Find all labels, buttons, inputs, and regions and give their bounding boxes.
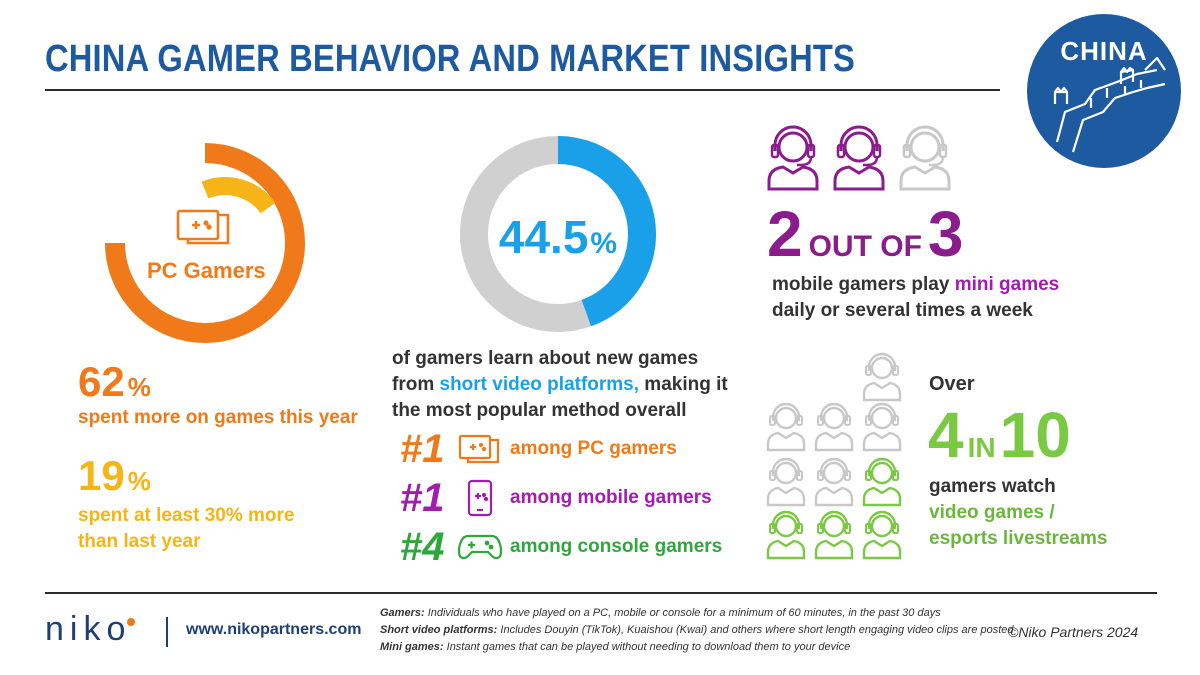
stat-62-unit: % (127, 372, 151, 402)
footnote-short-video: Short video platforms: Includes Douyin (… (380, 622, 1014, 639)
ranking-console-rank: #4 (400, 524, 445, 569)
headset-user-icon (862, 402, 902, 452)
headset-user-icon (766, 457, 806, 507)
ranking-mobile: #1 among mobile gamers (400, 476, 712, 520)
pc-ring-arc-yellow (201, 177, 276, 214)
mini-games-text: mobile gamers play mini games daily or s… (772, 272, 1059, 324)
mini-games-mid: OUT OF (808, 230, 922, 263)
stat-19: 19% (78, 452, 151, 500)
short-video-description: of gamers learn about new games from sho… (392, 346, 728, 424)
short-video-donut (460, 136, 656, 332)
ranking-console-text: among console gamers (510, 536, 723, 557)
pc-icon (458, 432, 502, 466)
ranking-mobile-rank: #1 (400, 475, 445, 520)
footnote-term: Short video platforms: (380, 624, 498, 636)
gamepad-icon (458, 532, 502, 562)
stat-62: 62% (78, 358, 151, 406)
mini-games-line1-highlight: mini games (954, 274, 1060, 295)
short-video-unit: % (590, 227, 618, 260)
footnotes: Gamers: Individuals who have played on a… (380, 605, 1014, 656)
stat-62-value: 62 (78, 358, 125, 405)
title-divider (45, 89, 1000, 91)
headset-user-icon (862, 352, 902, 402)
livestream-text: gamers watch video games / esports lives… (929, 474, 1108, 552)
footnote-term: Mini games: (380, 641, 444, 653)
website-link[interactable]: www.nikopartners.com (186, 621, 362, 638)
livestream-over: Over (929, 373, 975, 395)
desc-line2: from short video platforms, making it (392, 372, 728, 398)
footnote-def: Instant games that can be played without… (443, 641, 851, 653)
ranking-pc-text: among PC gamers (510, 438, 677, 459)
stat-19-text: spent at least 30% more than last year (78, 503, 294, 555)
livestream-line1: gamers watch (929, 476, 1056, 497)
desc-line2-highlight: short video platforms, (439, 374, 640, 395)
footer-divider (45, 592, 1157, 594)
footnote-def: Individuals who have played on a PC, mob… (424, 607, 941, 619)
livestream-mid: IN (967, 432, 996, 463)
ranking-mobile-text: among mobile gamers (510, 487, 712, 508)
desc-line3: the most popular method overall (392, 400, 687, 421)
livestream-line2: video games / (929, 502, 1055, 523)
headset-user-icon (862, 510, 902, 560)
pc-icon (176, 209, 230, 245)
footnote-gamers: Gamers: Individuals who have played on a… (380, 605, 1014, 622)
footer-separator (166, 617, 168, 647)
pc-gamers-ring (105, 143, 305, 343)
footnote-mini-games: Mini games: Instant games that can be pl… (380, 639, 1014, 656)
desc-line2-post: making it (639, 374, 728, 395)
mini-games-line1-pre: mobile gamers play (772, 274, 955, 295)
ranking-pc-rank: #1 (400, 426, 445, 471)
desc-line2-pre: from (392, 374, 440, 395)
headset-user-icon (814, 457, 854, 507)
badge-label: CHINA (1060, 36, 1148, 66)
footnote-term: Gamers: (380, 607, 425, 619)
desc-line1: of gamers learn about new games (392, 348, 699, 369)
livestream-den: 10 (999, 399, 1071, 471)
mini-games-line2: daily or several times a week (772, 300, 1033, 321)
stat-19-unit: % (127, 466, 151, 496)
headset-user-icon (833, 125, 885, 191)
donut-value-arc (460, 136, 656, 332)
mini-games-line1: mobile gamers play mini games (772, 272, 1059, 298)
stat-19-text-line1: spent at least 30% more (78, 505, 295, 526)
headset-user-icon (767, 125, 819, 191)
mobile-icon (458, 479, 502, 517)
pc-gamers-label: PC Gamers (147, 258, 266, 283)
footnote-def: Includes Douyin (TikTok), Kuaishou (Kwai… (497, 624, 1014, 636)
ranking-pc: #1 among PC gamers (400, 427, 677, 471)
mini-games-heads (767, 125, 951, 191)
china-badge: CHINA (1025, 12, 1183, 170)
stat-19-value: 19 (78, 452, 125, 499)
livestream-ratio: 4 IN10 (928, 398, 1071, 472)
mini-games-den: 3 (927, 198, 964, 270)
stat-19-text-line2: than last year (78, 531, 201, 552)
mini-games-num: 2 (767, 198, 803, 270)
mini-games-ratio: 2 OUT OF3 (767, 197, 964, 271)
headset-user-icon (814, 510, 854, 560)
niko-logo-text: niko (45, 610, 132, 648)
page-title: CHINA GAMER BEHAVIOR AND MARKET INSIGHTS (45, 38, 855, 80)
headset-user-icon (766, 402, 806, 452)
ranking-console: #4 among console gamers (400, 525, 722, 569)
livestream-num: 4 (928, 399, 964, 471)
headset-user-icon (899, 125, 951, 191)
short-video-number: 44.5 (498, 211, 589, 263)
logo-dot-icon (127, 618, 136, 626)
headset-user-icon (862, 457, 902, 507)
great-wall-icon (1027, 14, 1181, 168)
headset-user-icon (814, 402, 854, 452)
livestream-heads-grid (766, 352, 902, 560)
stat-62-text: spent more on games this year (78, 407, 358, 428)
short-video-value: 44.5% (478, 210, 638, 264)
pc-ring-arc-orange (105, 143, 305, 343)
headset-user-icon (766, 510, 806, 560)
niko-logo: niko (45, 610, 136, 649)
copyright: ©Niko Partners 2024 (1008, 624, 1139, 640)
livestream-line3: esports livestreams (929, 528, 1108, 549)
